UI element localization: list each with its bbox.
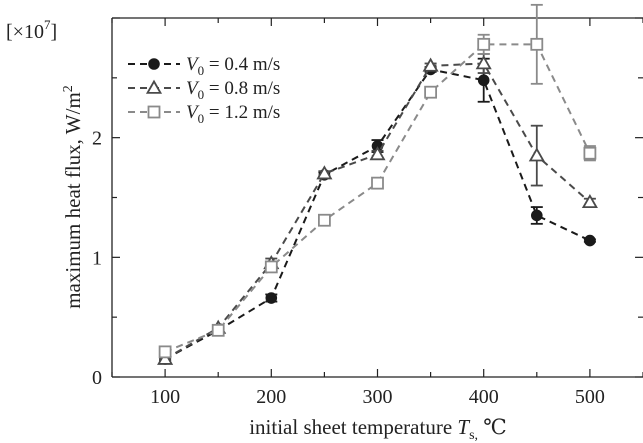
series-2 — [157, 53, 598, 365]
data-point — [158, 345, 172, 359]
data-point — [211, 323, 225, 337]
data-point — [371, 176, 384, 190]
legend: V0 = 0.4 m/sV0 = 0.8 m/sV0 = 1.2 m/s — [128, 54, 280, 126]
legend-marker — [145, 79, 163, 94]
data-point — [265, 292, 278, 304]
data-point — [584, 234, 596, 247]
x-tick-label: 300 — [363, 386, 393, 408]
data-point — [528, 147, 545, 162]
legend-label: V0 = 0.4 m/s — [186, 54, 280, 78]
y-axis-label: maximum heat flux, W/m2 — [61, 85, 85, 309]
y-tick-label: 1 — [92, 247, 102, 269]
legend-marker — [147, 105, 161, 119]
y-tick-label: 2 — [92, 128, 102, 150]
legend-entry-2: V0 = 0.8 m/s — [128, 78, 280, 102]
data-point — [581, 193, 598, 209]
data-point — [477, 37, 491, 51]
legend-label: V0 = 1.2 m/s — [186, 102, 280, 126]
x-tick-label: 100 — [150, 386, 180, 408]
data-point — [424, 85, 438, 99]
axes: 100 200 300 400 500 0 1 2 — [92, 17, 643, 408]
data-point — [475, 55, 492, 70]
legend-marker — [148, 58, 160, 70]
legend-label: V0 = 0.8 m/s — [186, 78, 280, 102]
x-tick-label: 500 — [575, 386, 605, 408]
series-layer — [157, 3, 598, 365]
x-axis-label: initial sheet temperature Ts, ℃ — [249, 415, 507, 443]
data-point — [422, 57, 439, 72]
legend-entry-1: V0 = 0.4 m/s — [128, 54, 280, 78]
y-tick-label: 0 — [92, 367, 102, 389]
series-3 — [158, 3, 597, 359]
y-multiplier-label: [×107] — [6, 17, 57, 43]
data-point — [583, 146, 597, 160]
x-tick-label: 400 — [469, 386, 499, 408]
data-point — [530, 209, 543, 222]
data-point — [477, 74, 490, 87]
legend-entry-3: V0 = 1.2 m/s — [128, 102, 280, 126]
data-point — [264, 260, 278, 274]
x-tick-label: 200 — [256, 386, 286, 408]
series-line — [164, 43, 591, 353]
data-point — [369, 146, 386, 161]
data-point — [316, 165, 333, 180]
data-point — [530, 37, 544, 51]
data-point — [317, 213, 331, 227]
